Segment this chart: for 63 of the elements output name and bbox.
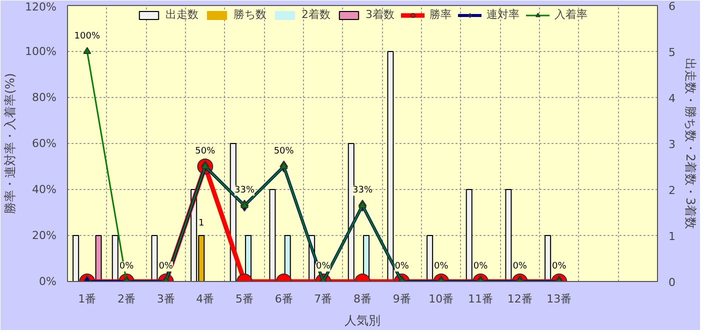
x-tick-label: 2番 bbox=[118, 292, 136, 306]
data-label: 50% bbox=[274, 146, 294, 156]
data-label: 100% bbox=[74, 32, 100, 42]
x-tick-label: 10番 bbox=[428, 292, 454, 306]
y-axis-title: 勝率・連対率・入着率(%) bbox=[3, 73, 18, 214]
y-tick-label: 100% bbox=[25, 45, 57, 58]
y2-tick-label: 6 bbox=[668, 0, 676, 13]
bar bbox=[95, 235, 102, 282]
y2-tick-label: 4 bbox=[668, 92, 676, 105]
y-tick-label: 40% bbox=[32, 183, 57, 196]
bar bbox=[544, 235, 552, 282]
data-label: 33% bbox=[234, 186, 255, 196]
y-tick-label: 20% bbox=[32, 229, 57, 242]
y2-axis-title: 出走数・勝ち数・2着数・3着数 bbox=[684, 58, 698, 230]
data-label: 0% bbox=[119, 262, 134, 272]
x-tick-label: 13番 bbox=[546, 292, 572, 306]
x-axis-title: 人気別 bbox=[344, 314, 380, 328]
y2-tick-label: 2 bbox=[668, 184, 676, 197]
y2-tick-label: 5 bbox=[668, 46, 676, 59]
x-tick-label: 1番 bbox=[78, 292, 96, 306]
data-label: 0% bbox=[394, 262, 410, 272]
y-tick-label: 80% bbox=[32, 91, 57, 104]
legend-label: 勝ち数 bbox=[234, 7, 266, 22]
legend-label: 3着数 bbox=[366, 7, 394, 22]
data-label: 0% bbox=[512, 262, 528, 272]
bar bbox=[151, 235, 158, 282]
x-tick-label: 9番 bbox=[392, 292, 411, 306]
data-label: 0% bbox=[316, 262, 331, 272]
x-tick-label: 8番 bbox=[354, 292, 372, 306]
y-tick-label: 0% bbox=[39, 275, 56, 288]
data-label: 33% bbox=[352, 186, 373, 196]
x-tick-label: 7番 bbox=[314, 292, 332, 306]
y2-tick-label: 0 bbox=[668, 276, 676, 289]
x-tick-label: 5番 bbox=[236, 292, 254, 306]
legend-label: 2着数 bbox=[302, 7, 330, 22]
bar bbox=[387, 51, 394, 282]
data-label: 1 bbox=[198, 218, 204, 228]
point bbox=[280, 162, 288, 170]
bar bbox=[269, 189, 276, 282]
x-tick-label: 11番 bbox=[468, 292, 493, 306]
y-tick-label: 120% bbox=[25, 0, 57, 14]
bar bbox=[505, 189, 512, 282]
data-label: 50% bbox=[195, 146, 216, 156]
y2-tick-label: 1 bbox=[668, 230, 676, 243]
legend-label: 勝率 bbox=[430, 7, 452, 22]
y2-tick-label: 3 bbox=[668, 138, 676, 151]
legend-label: 入着率 bbox=[554, 7, 588, 22]
bar bbox=[72, 235, 80, 282]
bar bbox=[348, 143, 354, 282]
data-label: 0% bbox=[473, 262, 488, 272]
data-label: 0% bbox=[552, 262, 567, 272]
data-label: 0% bbox=[434, 262, 449, 272]
x-tick-label: 12番 bbox=[507, 292, 532, 306]
x-tick-label: 4番 bbox=[196, 292, 214, 306]
bar bbox=[112, 235, 118, 282]
bar bbox=[426, 235, 434, 282]
data-label: 0% bbox=[158, 262, 174, 272]
legend-label: 出走数 bbox=[166, 7, 198, 22]
y-tick-label: 60% bbox=[32, 137, 57, 150]
legend-label: 連対率 bbox=[486, 7, 520, 22]
x-tick-label: 6番 bbox=[274, 292, 293, 306]
x-tick-label: 3番 bbox=[156, 292, 175, 306]
bar bbox=[466, 189, 472, 282]
